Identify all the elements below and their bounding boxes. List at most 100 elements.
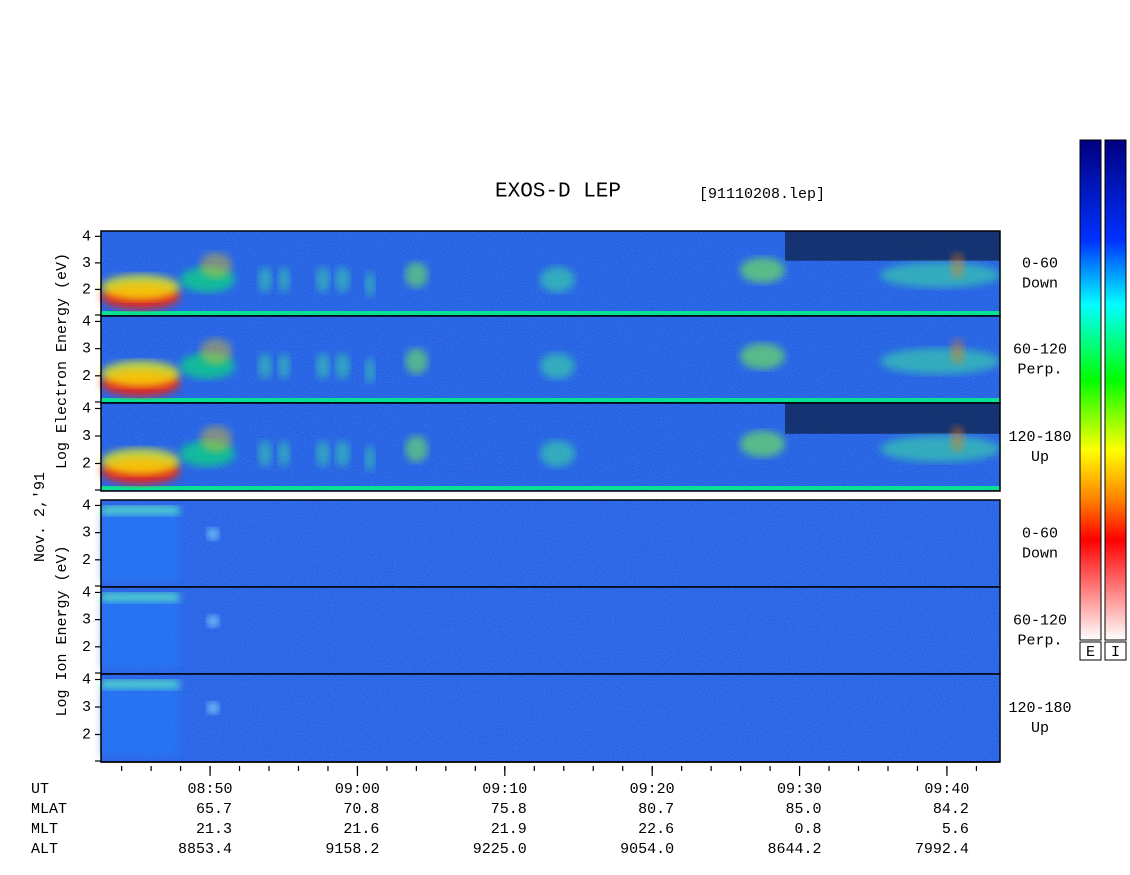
date-label: Nov. 2,'91	[32, 472, 49, 562]
x-tick-label: 08:50	[188, 781, 233, 798]
ion-haze	[101, 688, 179, 756]
orbit-value: 9225.0	[473, 841, 527, 858]
panel: 2 3 4 120-180 Up	[82, 400, 1072, 492]
emission	[101, 448, 180, 475]
orbit-value: 8644.2	[768, 841, 822, 858]
ion-spot	[207, 615, 219, 627]
y-tick-label: 2	[82, 455, 91, 472]
y-tick-label: 3	[82, 341, 91, 358]
orbit-value: 9054.0	[620, 841, 674, 858]
panel-noise	[101, 587, 1000, 674]
y-tick-label: 4	[82, 497, 91, 514]
panel: 2 3 4 0-60 Down	[82, 228, 1058, 317]
panel-sublabel: Perp.	[1017, 361, 1062, 378]
y-tick-label: 4	[82, 400, 91, 417]
orbit-value: 9158.2	[325, 841, 379, 858]
y-tick-label: 2	[82, 726, 91, 743]
colorbars: E I	[1079, 139, 1127, 661]
y-tick-label: 4	[82, 228, 91, 245]
y-tick-label: 4	[82, 313, 91, 330]
y-tick-label: 3	[82, 255, 91, 272]
emission	[316, 440, 330, 467]
panel-sublabel: Down	[1022, 275, 1058, 292]
y-tick-label: 2	[82, 281, 91, 298]
orbit-value: 8853.4	[178, 841, 232, 858]
x-tick-label: 09:40	[924, 781, 969, 798]
x-tick-label: 09:30	[777, 781, 822, 798]
orbit-value: 5.6	[942, 821, 969, 838]
orbit-value: 22.6	[638, 821, 674, 838]
emission	[365, 357, 375, 384]
emission	[880, 435, 1000, 462]
panel-sublabel: Up	[1031, 449, 1049, 466]
panel-noise	[101, 500, 1000, 587]
emission	[740, 343, 785, 370]
panel-frame	[100, 402, 1001, 492]
panel-label: 120-180	[1008, 429, 1071, 446]
ion-band	[101, 593, 179, 603]
emission	[278, 266, 290, 293]
dark-region	[785, 403, 1000, 434]
emission	[540, 352, 575, 380]
orbit-value: 75.8	[491, 801, 527, 818]
electron-axis-label: Log Electron Energy (eV)	[54, 253, 71, 469]
emission	[405, 348, 428, 375]
emission	[335, 352, 350, 380]
y-tick-label: 4	[82, 671, 91, 688]
panel-label: 60-120	[1013, 612, 1067, 629]
x-tick-label: 09:00	[335, 781, 380, 798]
emission	[258, 266, 272, 293]
emission	[740, 257, 785, 283]
panel-label: 120-180	[1008, 700, 1071, 717]
emission	[880, 348, 1000, 375]
emission	[950, 338, 965, 365]
y-tick-label: 4	[82, 584, 91, 601]
emission	[950, 425, 965, 453]
colorbar	[1104, 139, 1127, 641]
orbit-name: MLT	[31, 821, 58, 838]
emission	[200, 252, 232, 279]
orbit-value: 21.3	[196, 821, 232, 838]
panel-sublabel: Down	[1022, 545, 1058, 562]
orbit-name: UT	[31, 781, 49, 798]
orbit-name: ALT	[31, 841, 58, 858]
emission	[405, 262, 428, 288]
ion-haze	[101, 601, 179, 668]
emission	[258, 352, 272, 380]
emission	[278, 440, 290, 467]
orbit-name: MLAT	[31, 801, 67, 818]
orbit-value: 21.9	[491, 821, 527, 838]
low-energy-band	[101, 486, 1000, 490]
panel-sublabel: Perp.	[1017, 632, 1062, 649]
panel-label: 0-60	[1022, 525, 1058, 542]
panel: 2 3 4 120-180 Up	[82, 671, 1072, 763]
emission	[200, 425, 232, 453]
orbit-value: 85.0	[786, 801, 822, 818]
panel: 2 3 4 60-120 Perp.	[82, 313, 1067, 404]
ion-axis-label: Log Ion Energy (eV)	[54, 545, 71, 716]
orbit-value: 21.6	[343, 821, 379, 838]
colorbar-label: E	[1086, 644, 1095, 661]
emission	[740, 430, 785, 458]
emission	[540, 266, 575, 293]
emission	[365, 445, 375, 472]
emission	[365, 271, 375, 298]
panel-noise	[101, 674, 1000, 762]
colorbar-box	[1079, 641, 1102, 661]
file-label: [91110208.lep]	[699, 186, 825, 203]
orbit-value: 80.7	[638, 801, 674, 818]
ion-band	[101, 506, 179, 516]
orbit-value: 0.8	[795, 821, 822, 838]
orbit-value: 7992.4	[915, 841, 969, 858]
colorbar-label: I	[1111, 644, 1120, 661]
y-tick-label: 3	[82, 612, 91, 629]
y-tick-label: 3	[82, 699, 91, 716]
emission	[316, 266, 330, 293]
emission	[335, 440, 350, 467]
low-energy-band	[101, 398, 1000, 402]
y-tick-label: 2	[82, 552, 91, 569]
panel: 2 3 4 0-60 Down	[82, 497, 1058, 588]
panel-label: 60-120	[1013, 341, 1067, 358]
orbit-value: 65.7	[196, 801, 232, 818]
